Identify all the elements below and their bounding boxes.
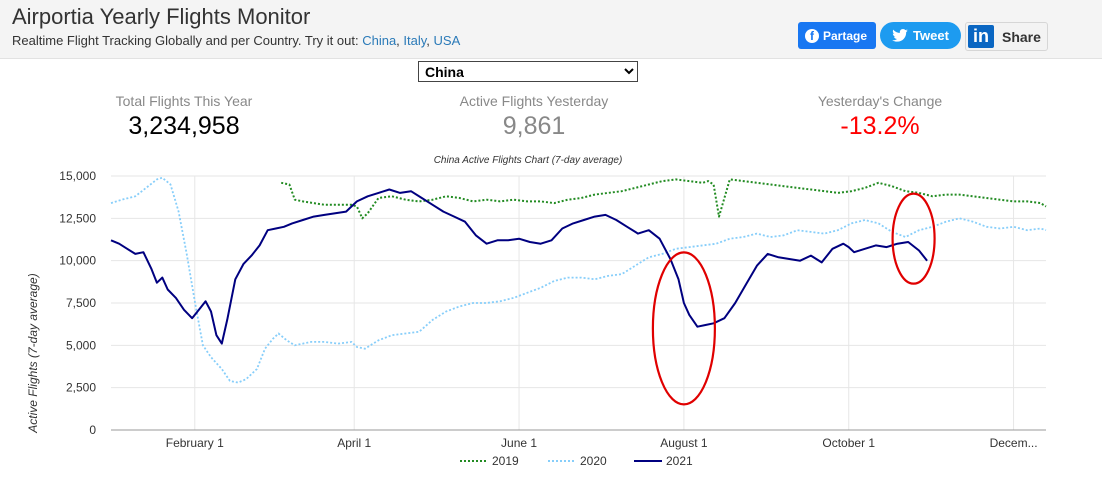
facebook-share-button[interactable]: f Partage xyxy=(798,22,876,49)
linkedin-share-label: Share xyxy=(1002,28,1041,45)
y-tick-label: 15,000 xyxy=(59,169,96,183)
stat-active-yesterday-label: Active Flights Yesterday xyxy=(459,93,609,109)
stat-active-yesterday-value: 9,861 xyxy=(502,112,566,140)
y-tick-label: 12,500 xyxy=(59,211,96,225)
subtitle-text: Realtime Flight Tracking Globally and pe… xyxy=(12,33,359,48)
stat-total-flights-label: Total Flights This Year xyxy=(115,93,253,109)
y-tick-label: 0 xyxy=(89,423,96,437)
flights-chart-svg: China Active Flights Chart (7-day averag… xyxy=(26,155,1047,468)
y-axis-title: Active Flights (7-day average) xyxy=(26,273,40,433)
x-tick-label: October 1 xyxy=(822,436,875,450)
page-title: Airportia Yearly Flights Monitor xyxy=(12,4,311,29)
stat-active-yesterday: Active Flights Yesterday 9,861 xyxy=(414,93,654,141)
stat-yesterday-change-label: Yesterday's Change xyxy=(817,93,943,109)
stat-total-flights: Total Flights This Year 3,234,958 xyxy=(64,93,304,141)
twitter-bird-icon xyxy=(892,29,908,42)
page-subtitle: Realtime Flight Tracking Globally and pe… xyxy=(12,33,461,48)
stat-yesterday-change: Yesterday's Change -13.2% xyxy=(760,93,1000,141)
x-tick-label: April 1 xyxy=(337,436,371,450)
x-axis-ticks: February 1 April 1 June 1 August 1 October 1… xyxy=(166,436,1038,450)
legend-label-2020: 2020 xyxy=(580,454,607,468)
x-tick-label: February 1 xyxy=(166,436,224,450)
annotation-ellipse-october xyxy=(891,192,936,285)
twitter-tweet-label: Tweet xyxy=(913,28,949,43)
y-tick-label: 7,500 xyxy=(66,296,96,310)
link-usa[interactable]: USA xyxy=(433,33,461,48)
x-tick-label: Decem... xyxy=(990,436,1038,450)
y-tick-label: 5,000 xyxy=(66,338,96,352)
facebook-share-label: Partage xyxy=(823,28,868,43)
chart-series xyxy=(110,176,1047,384)
link-italy[interactable]: Italy xyxy=(403,33,427,48)
y-axis-ticks: 0 2,500 5,000 7,500 10,000 12,500 15,000 xyxy=(59,169,96,437)
legend-label-2019: 2019 xyxy=(492,454,519,468)
chart-title: China Active Flights Chart (7-day averag… xyxy=(434,155,623,166)
stat-yesterday-change-value: -13.2% xyxy=(840,112,920,140)
link-china[interactable]: China xyxy=(362,33,397,48)
twitter-tweet-button[interactable]: Tweet xyxy=(880,22,961,49)
country-select[interactable]: China xyxy=(418,61,638,82)
y-tick-label: 2,500 xyxy=(66,381,96,395)
x-tick-label: June 1 xyxy=(501,436,537,450)
chart-grid xyxy=(111,175,1046,431)
linkedin-icon: in xyxy=(968,25,994,48)
series-line-2019 xyxy=(280,178,1047,220)
chart-annotations xyxy=(651,192,936,406)
linkedin-share-button[interactable]: in Share xyxy=(965,22,1048,51)
y-tick-label: 10,000 xyxy=(59,254,96,268)
site-header: Airportia Yearly Flights Monitor Realtim… xyxy=(0,0,1102,59)
flights-chart: China Active Flights Chart (7-day averag… xyxy=(0,150,1102,476)
series-line-2021 xyxy=(110,188,928,345)
legend-label-2021: 2021 xyxy=(666,454,693,468)
chart-legend: 2019 2020 2021 xyxy=(460,454,693,468)
series-line-2020 xyxy=(110,176,1047,384)
annotation-ellipse-august xyxy=(651,251,716,406)
facebook-icon: f xyxy=(805,28,819,43)
x-tick-label: August 1 xyxy=(660,436,708,450)
stat-total-flights-value: 3,234,958 xyxy=(128,112,240,140)
